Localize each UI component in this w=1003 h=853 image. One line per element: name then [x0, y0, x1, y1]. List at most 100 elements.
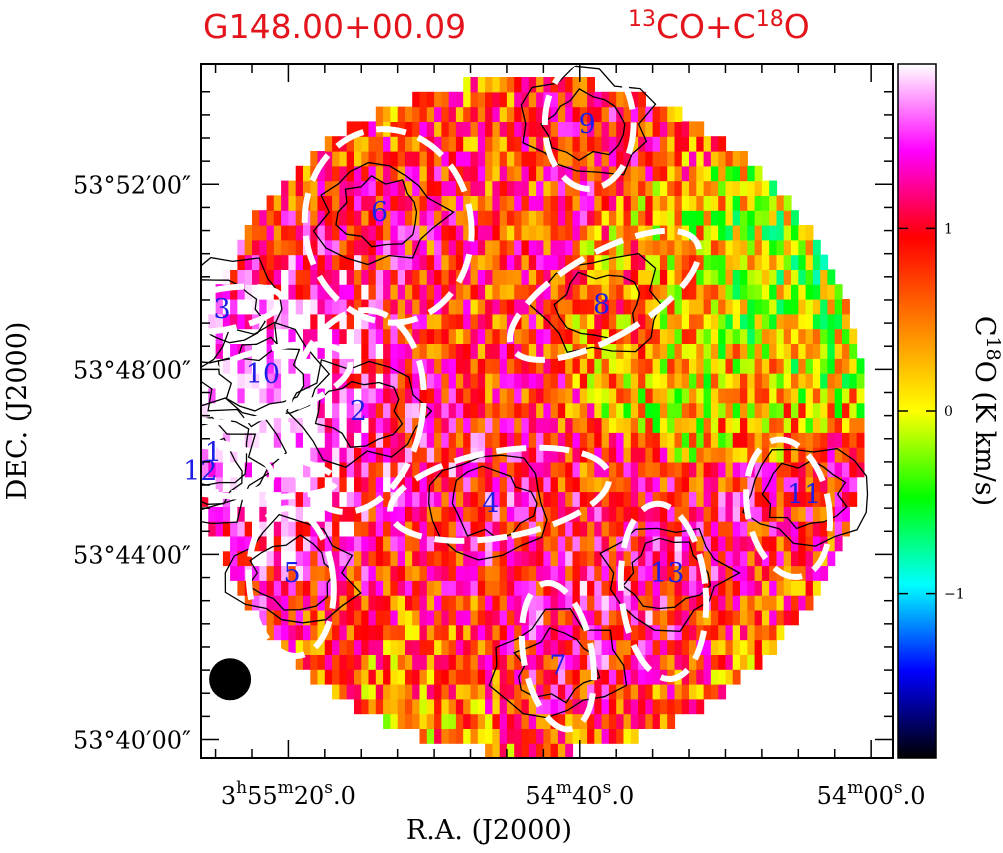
- heat-pixel: [281, 595, 289, 611]
- heat-pixel: [557, 669, 566, 685]
- heat-pixel: [455, 698, 464, 715]
- heat-pixel: [681, 417, 690, 433]
- heat-pixel: [623, 284, 632, 300]
- heat-pixel: [434, 417, 442, 433]
- heat-pixel: [827, 328, 836, 344]
- heat-pixel: [579, 77, 588, 93]
- heat-pixel: [674, 535, 683, 552]
- heat-pixel: [747, 521, 756, 537]
- heat-pixel: [732, 550, 741, 567]
- heat-pixel: [303, 284, 311, 300]
- heat-pixel: [696, 698, 705, 715]
- heat-pixel: [390, 373, 399, 389]
- heat-pixel: [630, 447, 639, 463]
- heat-pixel: [689, 239, 697, 256]
- heat-pixel: [390, 461, 399, 478]
- heat-pixel: [812, 417, 821, 433]
- heat-pixel: [499, 225, 508, 241]
- heat-pixel: [383, 225, 391, 241]
- heat-pixel: [557, 565, 566, 581]
- heat-pixel: [455, 684, 464, 700]
- heat-pixel: [601, 565, 610, 581]
- heat-pixel: [536, 506, 544, 522]
- heat-pixel: [383, 713, 391, 729]
- heat-pixel: [397, 180, 406, 196]
- heat-pixel: [368, 373, 377, 389]
- heat-pixel: [361, 432, 370, 448]
- heat-pixel: [623, 239, 632, 256]
- heat-pixel: [237, 239, 246, 256]
- heat-pixel: [565, 343, 574, 359]
- heat-pixel: [485, 106, 493, 122]
- heat-pixel: [463, 284, 472, 300]
- heat-pixel: [470, 284, 479, 300]
- y-tick-label: 53°44′00″: [73, 541, 191, 569]
- heat-pixel: [732, 151, 741, 167]
- heat-pixel: [827, 535, 836, 552]
- heat-pixel: [455, 728, 464, 744]
- heat-pixel: [565, 254, 574, 270]
- heat-pixel: [412, 535, 421, 552]
- heat-pixel: [616, 728, 625, 744]
- heat-pixel: [273, 373, 282, 389]
- heat-pixel: [710, 151, 719, 167]
- heat-pixel: [536, 684, 544, 700]
- heat-pixel: [740, 535, 748, 552]
- heat-pixel: [514, 358, 523, 374]
- heat-pixel: [419, 387, 428, 404]
- heat-pixel: [492, 328, 501, 344]
- heat-pixel: [645, 210, 654, 226]
- heat-pixel: [659, 358, 668, 374]
- heat-pixel: [521, 698, 530, 715]
- heat-pixel: [485, 476, 493, 493]
- heat-pixel: [354, 225, 362, 241]
- heat-pixel: [725, 639, 734, 655]
- heat-pixel: [623, 550, 632, 567]
- heat-pixel: [477, 343, 486, 359]
- heat-pixel: [550, 491, 559, 507]
- heat-pixel: [565, 476, 574, 493]
- heat-pixel: [791, 521, 799, 537]
- heat-pixel: [346, 343, 355, 359]
- heat-pixel: [310, 402, 319, 419]
- heat-pixel: [587, 402, 595, 419]
- heat-pixel: [528, 387, 537, 404]
- heat-pixel: [740, 521, 748, 537]
- heat-pixel: [434, 432, 442, 448]
- heat-pixel: [747, 225, 756, 241]
- heat-pixel: [732, 195, 741, 211]
- heat-pixel: [470, 328, 479, 344]
- heat-pixel: [244, 299, 253, 315]
- heat-pixel: [703, 299, 712, 315]
- heat-pixel: [594, 402, 603, 419]
- heat-pixel: [834, 491, 843, 507]
- heat-pixel: [237, 521, 246, 537]
- heat-pixel: [346, 165, 355, 182]
- heat-pixel: [339, 535, 348, 552]
- chart-title: G148.00+00.09: [203, 7, 466, 46]
- heat-pixel: [252, 432, 260, 448]
- heat-pixel: [718, 136, 727, 152]
- heat-pixel: [623, 728, 632, 744]
- heat-pixel: [630, 373, 639, 389]
- heat-pixel: [674, 136, 683, 152]
- core-ellipse: [518, 580, 597, 733]
- heat-pixel: [499, 461, 508, 478]
- heat-pixel: [536, 402, 544, 419]
- heat-pixel: [827, 358, 836, 374]
- heat-pixel: [550, 417, 559, 433]
- heat-pixel: [769, 210, 778, 226]
- heat-pixel: [608, 254, 617, 270]
- heat-pixel: [732, 521, 741, 537]
- heat-pixel: [405, 180, 413, 196]
- heat-pixel: [455, 358, 464, 374]
- heat-pixel: [441, 151, 450, 167]
- heat-pixel: [339, 432, 348, 448]
- heat-pixel: [681, 476, 690, 493]
- heat-pixel: [324, 210, 333, 226]
- heat-pixel: [288, 639, 297, 655]
- heat-pixel: [638, 432, 646, 448]
- heat-pixel: [201, 387, 209, 404]
- heat-pixel: [791, 239, 799, 256]
- heat-pixel: [310, 299, 319, 315]
